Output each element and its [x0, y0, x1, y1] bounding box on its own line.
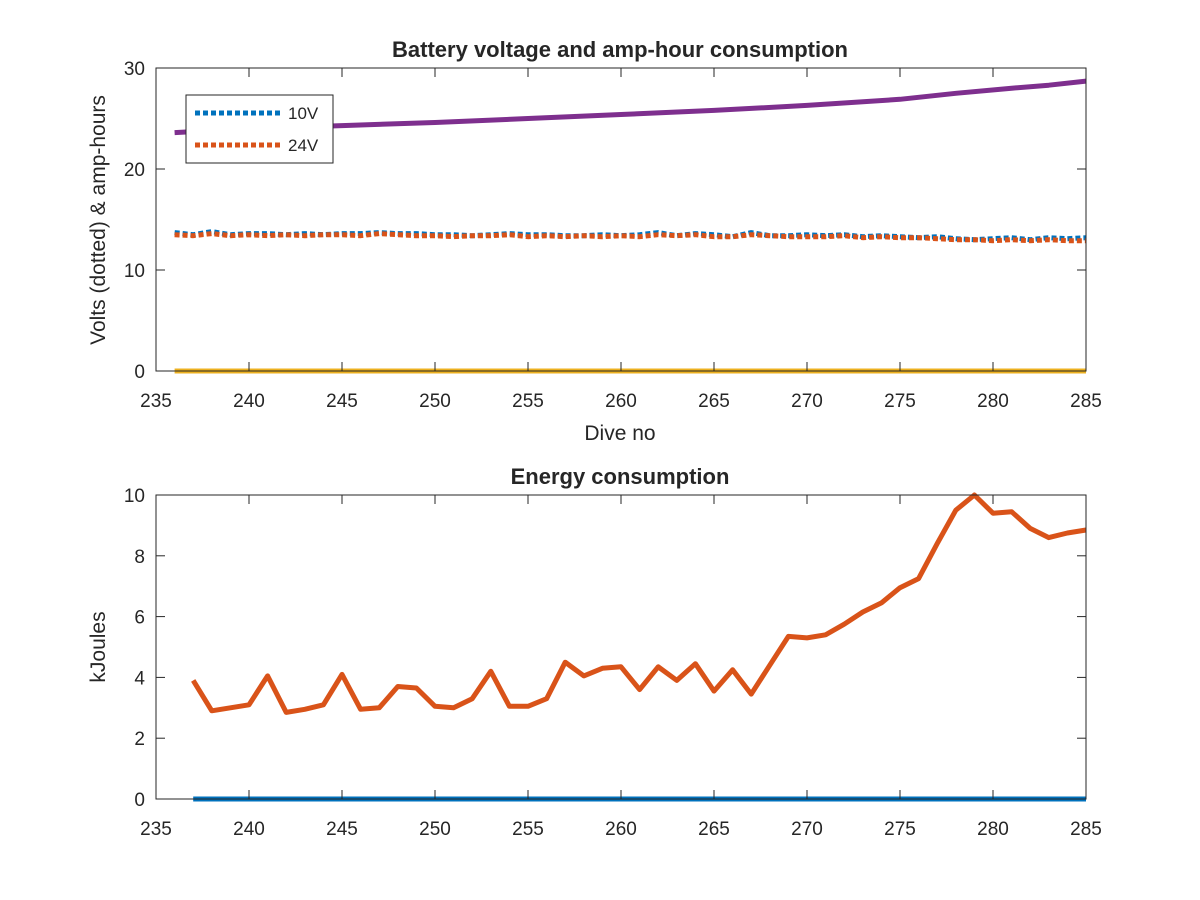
battery-chart-series-24v: [174, 231, 1086, 244]
energy-chart-title: Energy consumption: [511, 464, 730, 489]
energy-chart-xtick-label: 250: [419, 819, 451, 840]
energy-chart-ytick-label: 4: [134, 668, 145, 689]
battery-chart-xtick-label: 265: [698, 391, 730, 412]
energy-chart: Energy consumption kJoules 235 240 245 250 2…: [87, 464, 1102, 840]
battery-chart-xtick-label: 255: [512, 391, 544, 412]
battery-chart-xtick-label: 235: [140, 391, 172, 412]
battery-chart-title: Battery voltage and amp-hour consumption: [392, 37, 848, 62]
energy-chart-xtick-label: 270: [791, 819, 823, 840]
battery-chart-xlabel: Dive no: [584, 422, 655, 445]
battery-chart-ytick-label: 30: [124, 59, 145, 80]
battery-chart-ytick-label: 10: [124, 261, 145, 282]
energy-chart-ylabel: kJoules: [87, 611, 110, 682]
energy-chart-xtick-label: 280: [977, 819, 1009, 840]
energy-chart-xtick-label: 235: [140, 819, 172, 840]
battery-chart-series-line-3: [174, 78, 1087, 136]
battery-chart-xtick-label: 285: [1070, 391, 1102, 412]
energy-chart-ytick-label: 0: [134, 790, 145, 811]
energy-chart-ytick-label: 2: [134, 729, 145, 750]
energy-chart-xtick-label: 285: [1070, 819, 1102, 840]
energy-chart-series-line-1: [191, 492, 1087, 715]
battery-chart: Battery voltage and amp-hour consumption…: [87, 37, 1102, 445]
energy-chart-ytick-label: 10: [124, 486, 145, 507]
battery-chart-xtick-label: 250: [419, 391, 451, 412]
energy-chart-xtick-label: 240: [233, 819, 265, 840]
battery-chart-xtick-label: 260: [605, 391, 637, 412]
legend-label-24v: 24V: [288, 136, 319, 155]
battery-chart-xtick-label: 275: [884, 391, 916, 412]
battery-chart-xtick-label: 270: [791, 391, 823, 412]
battery-chart-xtick-label: 240: [233, 391, 265, 412]
battery-chart-ytick-label: 0: [134, 362, 145, 383]
legend-box: [185, 94, 334, 164]
energy-chart-xtick-label: 245: [326, 819, 358, 840]
legend-label-10v: 10V: [288, 104, 319, 123]
energy-chart-xtick-label: 275: [884, 819, 916, 840]
battery-chart-ylabel: Volts (dotted) & amp-hours: [87, 95, 110, 345]
battery-chart-legend: 10V 24V: [185, 94, 334, 164]
energy-chart-xtick-label: 265: [698, 819, 730, 840]
energy-chart-ytick-label: 6: [134, 608, 145, 629]
energy-chart-axes: 235 240 245 250 255 260 265 270 275 280 285 0 2 4 6 8 10: [124, 486, 1102, 840]
battery-chart-xtick-label: 245: [326, 391, 358, 412]
energy-chart-ytick-label: 8: [134, 547, 145, 568]
battery-chart-axes: 235 240 245 250 255 260 265 270 275 280 285 0 10 20 30: [124, 59, 1102, 412]
battery-chart-ytick-label: 20: [124, 160, 145, 181]
energy-chart-xtick-label: 260: [605, 819, 637, 840]
energy-chart-xtick-label: 255: [512, 819, 544, 840]
battery-chart-xtick-label: 280: [977, 391, 1009, 412]
